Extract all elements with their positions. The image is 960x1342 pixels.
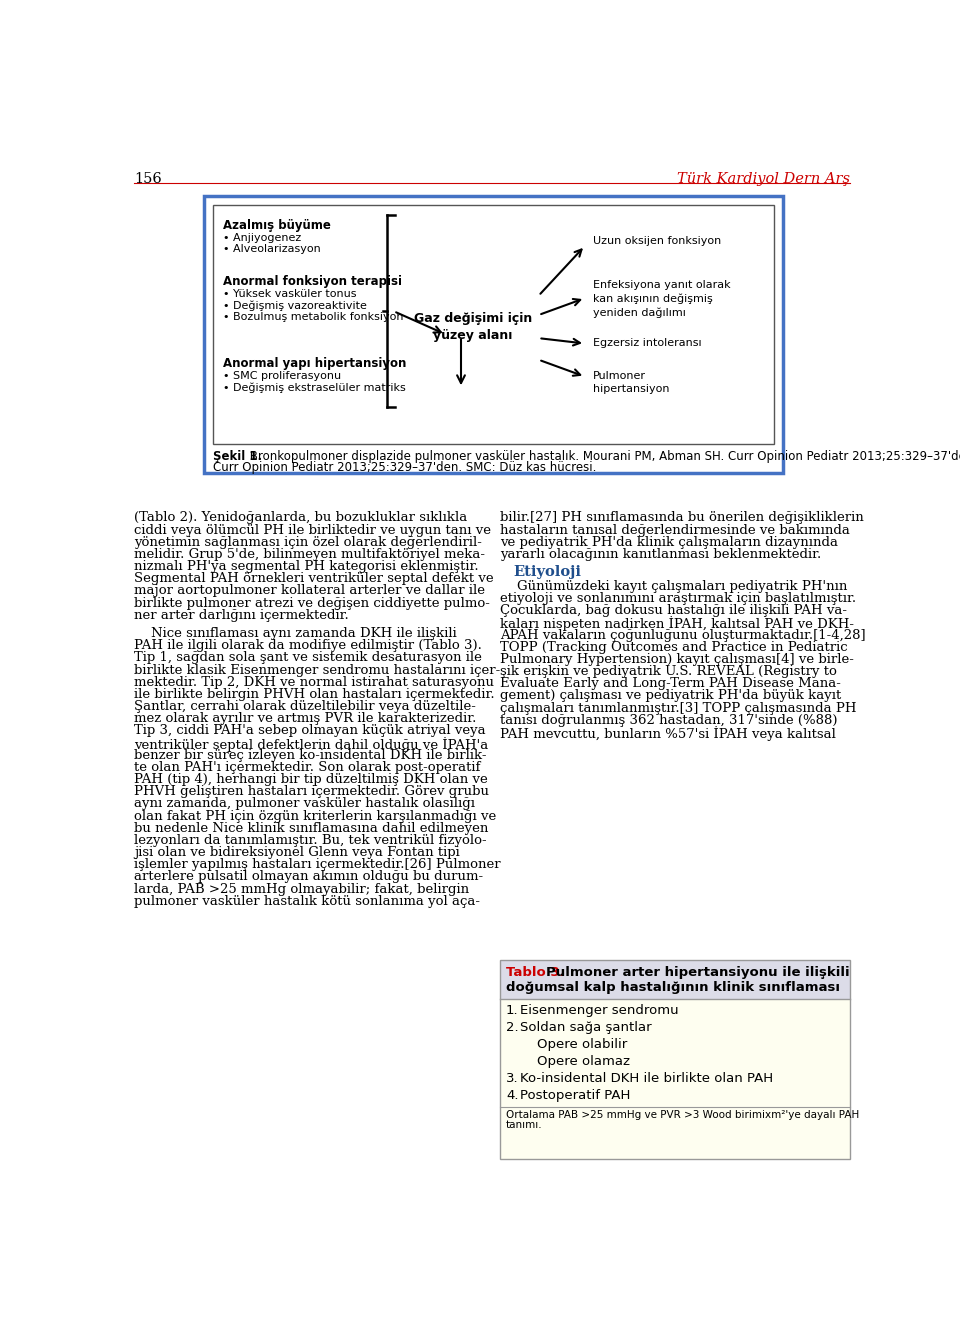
Text: mektedir. Tip 2, DKH ve normal istirahat saturasyonu: mektedir. Tip 2, DKH ve normal istirahat… [134,676,494,688]
Text: • Bozulmuş metabolik fonksiyon: • Bozulmuş metabolik fonksiyon [223,311,403,322]
Text: Anormal yapı hipertansiyon: Anormal yapı hipertansiyon [223,357,406,370]
Text: Tablo 3.: Tablo 3. [506,966,564,980]
Text: Uzun oksijen fonksiyon: Uzun oksijen fonksiyon [592,236,721,247]
Text: Çocuklarda, bağ dokusu hastalığı ile ilişkili PAH va-: Çocuklarda, bağ dokusu hastalığı ile ili… [500,604,847,617]
Bar [500,961,850,1159]
Text: TOPP (Tracking Outcomes and Practice in Pediatric: TOPP (Tracking Outcomes and Practice in … [500,640,848,654]
Text: bilir.[27] PH sınıflamasında bu önerilen değişikliklerin: bilir.[27] PH sınıflamasında bu önerilen… [500,511,863,525]
Text: Postoperatif PAH: Postoperatif PAH [520,1088,631,1102]
Text: Egzersiz intoleransı: Egzersiz intoleransı [592,338,702,348]
Text: Opere olamaz: Opere olamaz [537,1055,630,1068]
Text: Segmental PAH örnekleri ventriküler septal defekt ve: Segmental PAH örnekleri ventriküler sept… [134,572,493,585]
Text: çalışmaları tanımlanmıştır.[3] TOPP çalışmasında PH: çalışmaları tanımlanmıştır.[3] TOPP çalı… [500,702,856,714]
Text: doğumsal kalp hastalığının klinik sınıflaması: doğumsal kalp hastalığının klinik sınıfl… [506,981,840,994]
Text: (Tablo 2). Yenidoğanlarda, bu bozukluklar sıklıkla: (Tablo 2). Yenidoğanlarda, bu bozuklukla… [134,511,468,525]
Text: • Değişmiş ekstraselüler matriks: • Değişmiş ekstraselüler matriks [223,382,406,393]
Text: PAH (tip 4), herhangi bir tip düzeltilmiş DKH olan ve: PAH (tip 4), herhangi bir tip düzeltilmi… [134,773,488,786]
Text: tanımı.: tanımı. [506,1119,542,1130]
Text: 1.: 1. [506,1004,518,1017]
Text: Etiyoloji: Etiyoloji [514,565,582,578]
Text: te olan PAH'ı içermektedir. Son olarak post-operatif: te olan PAH'ı içermektedir. Son olarak p… [134,761,480,774]
Bar [500,998,850,1159]
Text: PHVH geliştiren hastaları içermektedir. Görev grubu: PHVH geliştiren hastaları içermektedir. … [134,785,489,798]
Text: bu nedenle Nice klinik sınıflamasına dahil edilmeyen: bu nedenle Nice klinik sınıflamasına dah… [134,821,489,835]
Text: Ko-insidental DKH ile birlikte olan PAH: Ko-insidental DKH ile birlikte olan PAH [520,1072,773,1084]
Text: Curr Opinion Pediatr 2013;25:329–37'den. SMC: Düz kas hücresi.: Curr Opinion Pediatr 2013;25:329–37'den.… [213,460,596,474]
Text: larda, PAB >25 mmHg olmayabilir; fakat, belirgin: larda, PAB >25 mmHg olmayabilir; fakat, … [134,883,469,895]
Text: ventriküler septal defektlerin dahil olduğu ve İPAH'a: ventriküler septal defektlerin dahil old… [134,737,489,752]
Text: işlemler yapılmış hastaları içermektedir.[26] Pulmoner: işlemler yapılmış hastaları içermektedir… [134,858,500,871]
Text: melidir. Grup 5'de, bilinmeyen multifaktöriyel meka-: melidir. Grup 5'de, bilinmeyen multifakt… [134,548,485,561]
Bar [500,961,850,998]
Text: 2.: 2. [506,1021,518,1035]
Text: pulmoner vasküler hastalık kötü sonlanıma yol aça-: pulmoner vasküler hastalık kötü sonlanım… [134,895,480,907]
Text: benzer bir süreç izleyen ko-insidental DKH ile birlik-: benzer bir süreç izleyen ko-insidental D… [134,749,487,762]
Text: Günümüzdeki kayıt çalışmaları pediyatrik PH'nın: Günümüzdeki kayıt çalışmaları pediyatrik… [500,580,847,593]
Text: Eisenmenger sendromu: Eisenmenger sendromu [520,1004,679,1017]
Text: Tip 1, sağdan sola şant ve sistemik desaturasyon ile: Tip 1, sağdan sola şant ve sistemik desa… [134,651,482,664]
Text: şik erişkin ve pediyatrik U.S. REVEAL (Registry to: şik erişkin ve pediyatrik U.S. REVEAL (R… [500,666,836,678]
Text: major aortopulmoner kollateral arterler ve dallar ile: major aortopulmoner kollateral arterler … [134,584,485,597]
Text: ve pediyatrik PH'da klinik çalışmaların dizaynında: ve pediyatrik PH'da klinik çalışmaların … [500,535,838,549]
Text: PAH mevcuttu, bunların %57'si İPAH veya kalıtsal: PAH mevcuttu, bunların %57'si İPAH veya … [500,726,835,741]
Text: jisi olan ve bidireksiyonel Glenn veya Fontan tipi: jisi olan ve bidireksiyonel Glenn veya F… [134,845,460,859]
Text: Şantlar, cerrahi olarak düzeltilebilir veya düzeltile-: Şantlar, cerrahi olarak düzeltilebilir v… [134,701,476,713]
Text: Opere olabilir: Opere olabilir [537,1039,627,1051]
Text: APAH vakaların çoğunluğunu oluşturmaktadır.[1-4,28]: APAH vakaların çoğunluğunu oluşturmaktad… [500,628,865,641]
Text: • Yüksek vasküler tonus: • Yüksek vasküler tonus [223,289,356,299]
Text: tanısı doğrulanmış 362 hastadan, 317'sinde (%88): tanısı doğrulanmış 362 hastadan, 317'sin… [500,714,837,727]
Text: PAH ile ilgili olarak da modifiye edilmiştir (Tablo 3).: PAH ile ilgili olarak da modifiye edilmi… [134,639,482,652]
Text: hastaların tanısal değerlendirmesinde ve bakımında: hastaların tanısal değerlendirmesinde ve… [500,523,850,537]
Bar [204,196,783,472]
Text: Pulmoner
hipertansiyon: Pulmoner hipertansiyon [592,372,669,395]
Text: • Alveolarizasyon: • Alveolarizasyon [223,244,321,254]
Text: • Anjiyogenez: • Anjiyogenez [223,232,301,243]
Text: Anormal fonksiyon terapisi: Anormal fonksiyon terapisi [223,275,402,289]
Text: Şekil 1.: Şekil 1. [213,450,262,463]
Text: arterlere pulsatil olmayan akımın olduğu bu durum-: arterlere pulsatil olmayan akımın olduğu… [134,871,483,883]
Text: Türk Kardiyol Dern Arş: Türk Kardiyol Dern Arş [677,172,850,185]
Text: Nice sınıflaması aynı zamanda DKH ile ilişkili: Nice sınıflaması aynı zamanda DKH ile il… [134,627,457,640]
Text: Pulmonary Hypertension) kayıt çalışması[4] ve birle-: Pulmonary Hypertension) kayıt çalışması[… [500,654,853,666]
Bar [213,205,774,444]
Text: 156: 156 [134,172,161,185]
Text: Bronkopulmoner displazide pulmoner vasküler hastalık. Mourani PM, Abman SH. Curr: Bronkopulmoner displazide pulmoner vaskü… [246,450,960,463]
Text: Pulmoner arter hipertansiyonu ile ilişkili: Pulmoner arter hipertansiyonu ile ilişki… [546,966,850,980]
Text: kaları nispeten nadirken İPAH, kalıtsal PAH ve DKH-: kaları nispeten nadirken İPAH, kalıtsal … [500,616,853,631]
Text: ile birlikte belirgin PHVH olan hastaları içermektedir.: ile birlikte belirgin PHVH olan hastalar… [134,688,494,701]
Text: olan fakat PH için özgün kriterlerin karşılanmadığı ve: olan fakat PH için özgün kriterlerin kar… [134,809,496,823]
Text: yararlı olacağının kanıtlanması beklenmektedir.: yararlı olacağının kanıtlanması beklenme… [500,548,821,561]
Text: ciddi veya ölümcül PH ile birliktedir ve uygun tanı ve: ciddi veya ölümcül PH ile birliktedir ve… [134,523,491,537]
Text: Azalmış büyüme: Azalmış büyüme [223,219,331,232]
Text: nizmalı PH'ya segmental PH kategorisi eklenmiştir.: nizmalı PH'ya segmental PH kategorisi ek… [134,560,479,573]
Text: ner arter darlığını içermektedir.: ner arter darlığını içermektedir. [134,609,348,621]
Text: Ortalama PAB >25 mmHg ve PVR >3 Wood birimixm²'ye dayalı PAH: Ortalama PAB >25 mmHg ve PVR >3 Wood bir… [506,1110,859,1121]
Text: etiyoloji ve sonlanımını araştırmak için başlatılmıştır.: etiyoloji ve sonlanımını araştırmak için… [500,592,856,605]
Text: Gaz değişimi için
yüzey alanı: Gaz değişimi için yüzey alanı [414,311,532,342]
Text: birlikte pulmoner atrezi ve değişen ciddiyette pulmo-: birlikte pulmoner atrezi ve değişen cidd… [134,597,490,609]
Text: gement) çalışması ve pediyatrik PH'da büyük kayıt: gement) çalışması ve pediyatrik PH'da bü… [500,690,841,702]
Text: Tip 3, ciddi PAH'a sebep olmayan küçük atriyal veya: Tip 3, ciddi PAH'a sebep olmayan küçük a… [134,725,486,737]
Text: Enfeksiyona yanıt olarak
kan akışının değişmiş
yeniden dağılımı: Enfeksiyona yanıt olarak kan akışının de… [592,280,731,318]
Text: yönetimin sağlanması için özel olarak değerlendiril-: yönetimin sağlanması için özel olarak de… [134,535,482,549]
Text: • SMC proliferasyonu: • SMC proliferasyonu [223,372,341,381]
Text: aynı zamanda, pulmoner vasküler hastalık olasılığı: aynı zamanda, pulmoner vasküler hastalık… [134,797,475,811]
Text: birlikte klasik Eisenmenger sendromu hastalarını içer-: birlikte klasik Eisenmenger sendromu has… [134,663,500,676]
Text: 4.: 4. [506,1088,518,1102]
Text: 3.: 3. [506,1072,518,1084]
Text: lezyonları da tanımlamıştır. Bu, tek ventrikül fizyolo-: lezyonları da tanımlamıştır. Bu, tek ven… [134,833,487,847]
Text: Soldan sağa şantlar: Soldan sağa şantlar [520,1021,652,1035]
Text: mez olarak ayrılır ve artmış PVR ile karakterizedir.: mez olarak ayrılır ve artmış PVR ile kar… [134,713,476,725]
Text: Evaluate Early and Long-Term PAH Disease Mana-: Evaluate Early and Long-Term PAH Disease… [500,678,841,690]
Text: • Değişmiş vazoreaktivite: • Değişmiş vazoreaktivite [223,301,367,311]
